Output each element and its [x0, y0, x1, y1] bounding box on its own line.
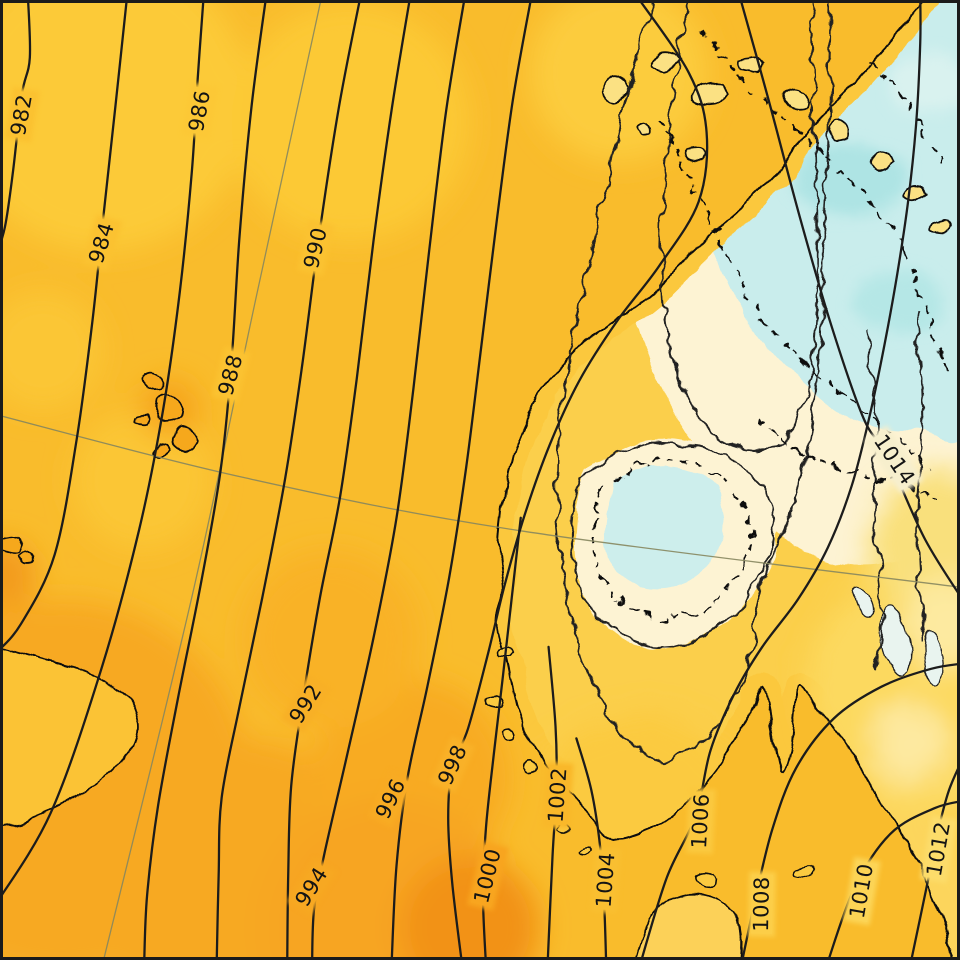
denmark-land [636, 891, 742, 957]
offshore-island [135, 414, 154, 427]
isobar-line [215, 3, 361, 957]
offshore-island [152, 444, 173, 460]
archipelago-island [687, 146, 709, 162]
coastal-archipelago [603, 49, 952, 233]
archipelago-island [870, 151, 894, 173]
offshore-island [18, 551, 36, 568]
isobar-line [447, 3, 709, 957]
archipelago-island [781, 87, 809, 111]
islet [696, 869, 716, 886]
isobar-line [3, 3, 128, 648]
isobar-line [575, 737, 608, 957]
isobar-line [143, 3, 267, 957]
isobar-line [311, 3, 465, 957]
offshore-islands [3, 370, 200, 568]
map-canvas [3, 3, 957, 957]
landmass-layer [3, 3, 957, 957]
isobar-line [286, 3, 411, 957]
archipelago-island [929, 217, 952, 233]
offshore-island [3, 535, 24, 555]
archipelago-island [653, 49, 682, 72]
temperature-contours [557, 3, 926, 760]
islet [502, 727, 518, 742]
norway-coastline [495, 3, 952, 957]
isobar-line [740, 3, 957, 594]
islet [482, 692, 501, 706]
archipelago-island [635, 122, 653, 139]
archipelago-island [693, 81, 730, 107]
islet [796, 863, 816, 877]
offshore-island [171, 427, 200, 453]
offshore-island [138, 370, 164, 392]
islet [524, 761, 539, 776]
archipelago-island [603, 74, 632, 103]
sea-shading [3, 3, 709, 957]
southwest-land [3, 648, 139, 827]
graticule-parallel [3, 415, 957, 588]
islet [578, 844, 592, 855]
